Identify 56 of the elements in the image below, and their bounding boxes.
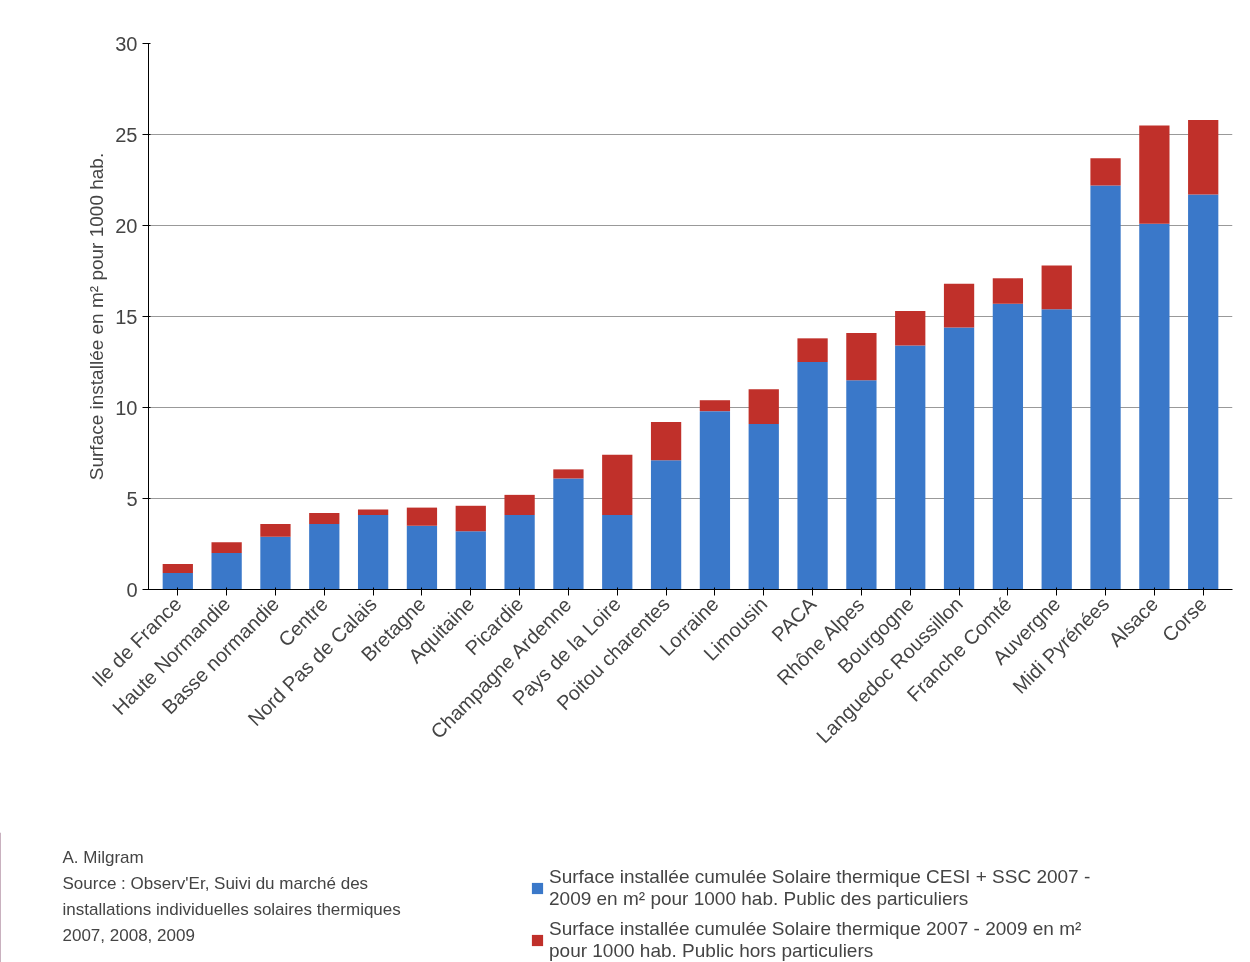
source-note: Source : Observ'Er, Suivi du marché des installations individuelles solaires thermiques 2007, 2008, 2009 [62, 873, 401, 945]
bar [1090, 185, 1121, 590]
bar [797, 338, 828, 362]
y-axis-title: Surface installée en m² pour 1000 hab. [86, 152, 108, 481]
bar [309, 513, 340, 524]
bar [1139, 223, 1170, 590]
bar [650, 460, 682, 590]
y-tick-label: 20 [115, 214, 138, 237]
bar [895, 345, 926, 590]
bar [1041, 265, 1072, 310]
bar [1188, 194, 1219, 590]
bar [748, 389, 779, 424]
bar [406, 507, 438, 526]
bar [211, 553, 242, 590]
bar [260, 523, 291, 537]
y-tick-label: 15 [115, 305, 138, 328]
bar [455, 505, 486, 532]
bar [943, 327, 975, 590]
y-tick-label: 25 [115, 123, 138, 146]
bar [260, 536, 291, 590]
bar [699, 411, 731, 590]
bar [699, 400, 731, 412]
text: A. Milgram [62, 847, 144, 867]
y-tick-label: 30 [115, 32, 138, 55]
bar [309, 523, 340, 590]
bar [504, 514, 535, 590]
bar [992, 303, 1024, 590]
y-tick-label: 10 [115, 396, 138, 419]
bar [1041, 309, 1072, 590]
bar [895, 311, 926, 346]
bar [846, 332, 877, 381]
y-tick-label: 5 [126, 487, 138, 510]
bar [406, 525, 438, 590]
bar [992, 278, 1024, 304]
bar [553, 478, 584, 590]
bar [211, 542, 242, 554]
bar [357, 514, 389, 590]
legend-label: Surface installée cumulée Solaire thermique CESI + SSC 2007 - 2009 en m² pour 1000 hab. Public des particuliers [549, 866, 1091, 910]
bar [1090, 158, 1121, 186]
bar [357, 509, 389, 515]
y-tick-label: 0 [126, 578, 138, 601]
bar [455, 531, 486, 590]
bar [846, 380, 877, 590]
bar [1188, 119, 1219, 195]
bar [1139, 125, 1170, 224]
bar [602, 454, 633, 515]
bar [602, 514, 633, 590]
bar [504, 494, 535, 515]
bar [162, 573, 193, 590]
bar [553, 469, 584, 479]
bar [943, 283, 975, 328]
bar [797, 362, 828, 590]
bar [748, 423, 779, 590]
legend-label: Surface installée cumulée Solaire thermique 2007 - 2009 en m² pour 1000 hab. Public hors particuliers [549, 918, 1082, 962]
bar [650, 422, 682, 461]
bar [162, 564, 193, 574]
